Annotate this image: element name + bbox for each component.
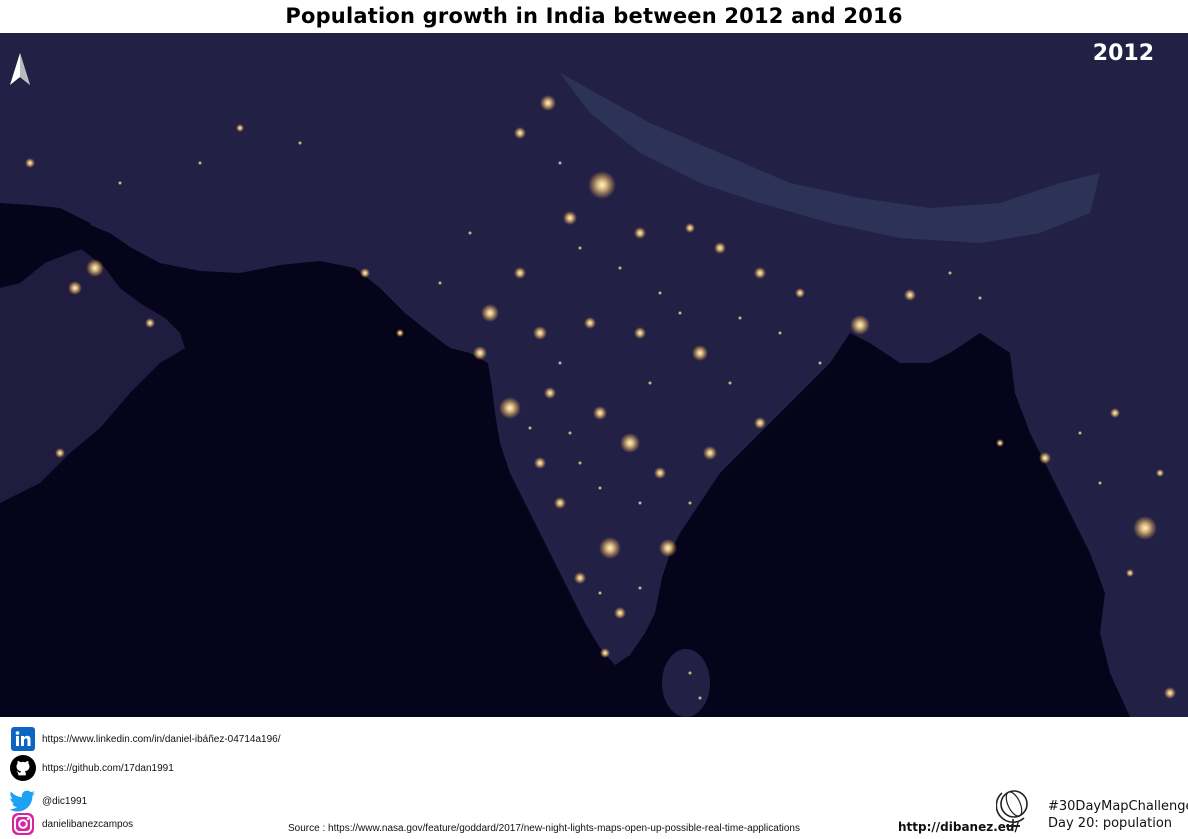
twitter-text: @dic1991 xyxy=(42,795,88,807)
land-arabia xyxy=(0,233,185,503)
instagram-link[interactable]: danielibanezcampos xyxy=(10,811,133,837)
land-sri-lanka xyxy=(662,649,710,717)
linkedin-text: https://www.linkedin.com/in/daniel-ibáñe… xyxy=(42,733,281,745)
himalaya xyxy=(560,73,1100,243)
github-icon xyxy=(10,755,36,781)
year-label: 2012 xyxy=(1092,41,1154,66)
city-lights xyxy=(25,95,1176,699)
linkedin-icon xyxy=(10,726,36,752)
north-arrow-icon xyxy=(6,51,34,89)
gulf xyxy=(0,203,100,288)
night-lights-map: 2012 xyxy=(0,33,1188,717)
instagram-text: danielibanezcampos xyxy=(42,818,134,830)
challenge-day: Day 20: population xyxy=(1048,816,1173,831)
map-canvas xyxy=(0,33,1188,717)
challenge-title: #30DayMapChallenge xyxy=(1048,799,1188,814)
map-title: Population growth in India between 2012 … xyxy=(285,4,903,28)
land-asia xyxy=(0,33,1188,665)
source-text: Source : https://www.nasa.gov/feature/go… xyxy=(288,823,800,834)
twitter-icon xyxy=(10,788,36,814)
github-link[interactable]: https://github.com/17dan1991 xyxy=(10,755,174,781)
light-specks xyxy=(118,141,1102,700)
twitter-link[interactable]: @dic1991 xyxy=(10,788,87,814)
land-southeast-asia xyxy=(1010,283,1188,717)
instagram-icon xyxy=(10,811,36,837)
globe-icon xyxy=(995,788,1030,834)
linkedin-link[interactable]: https://www.linkedin.com/in/daniel-ibáñe… xyxy=(10,726,280,752)
challenge-label: #30DayMapChallenge Day 20: population xyxy=(1048,798,1188,832)
website-link[interactable]: http://dibanez.eu/ xyxy=(898,820,1019,834)
github-text: https://github.com/17dan1991 xyxy=(42,762,174,774)
